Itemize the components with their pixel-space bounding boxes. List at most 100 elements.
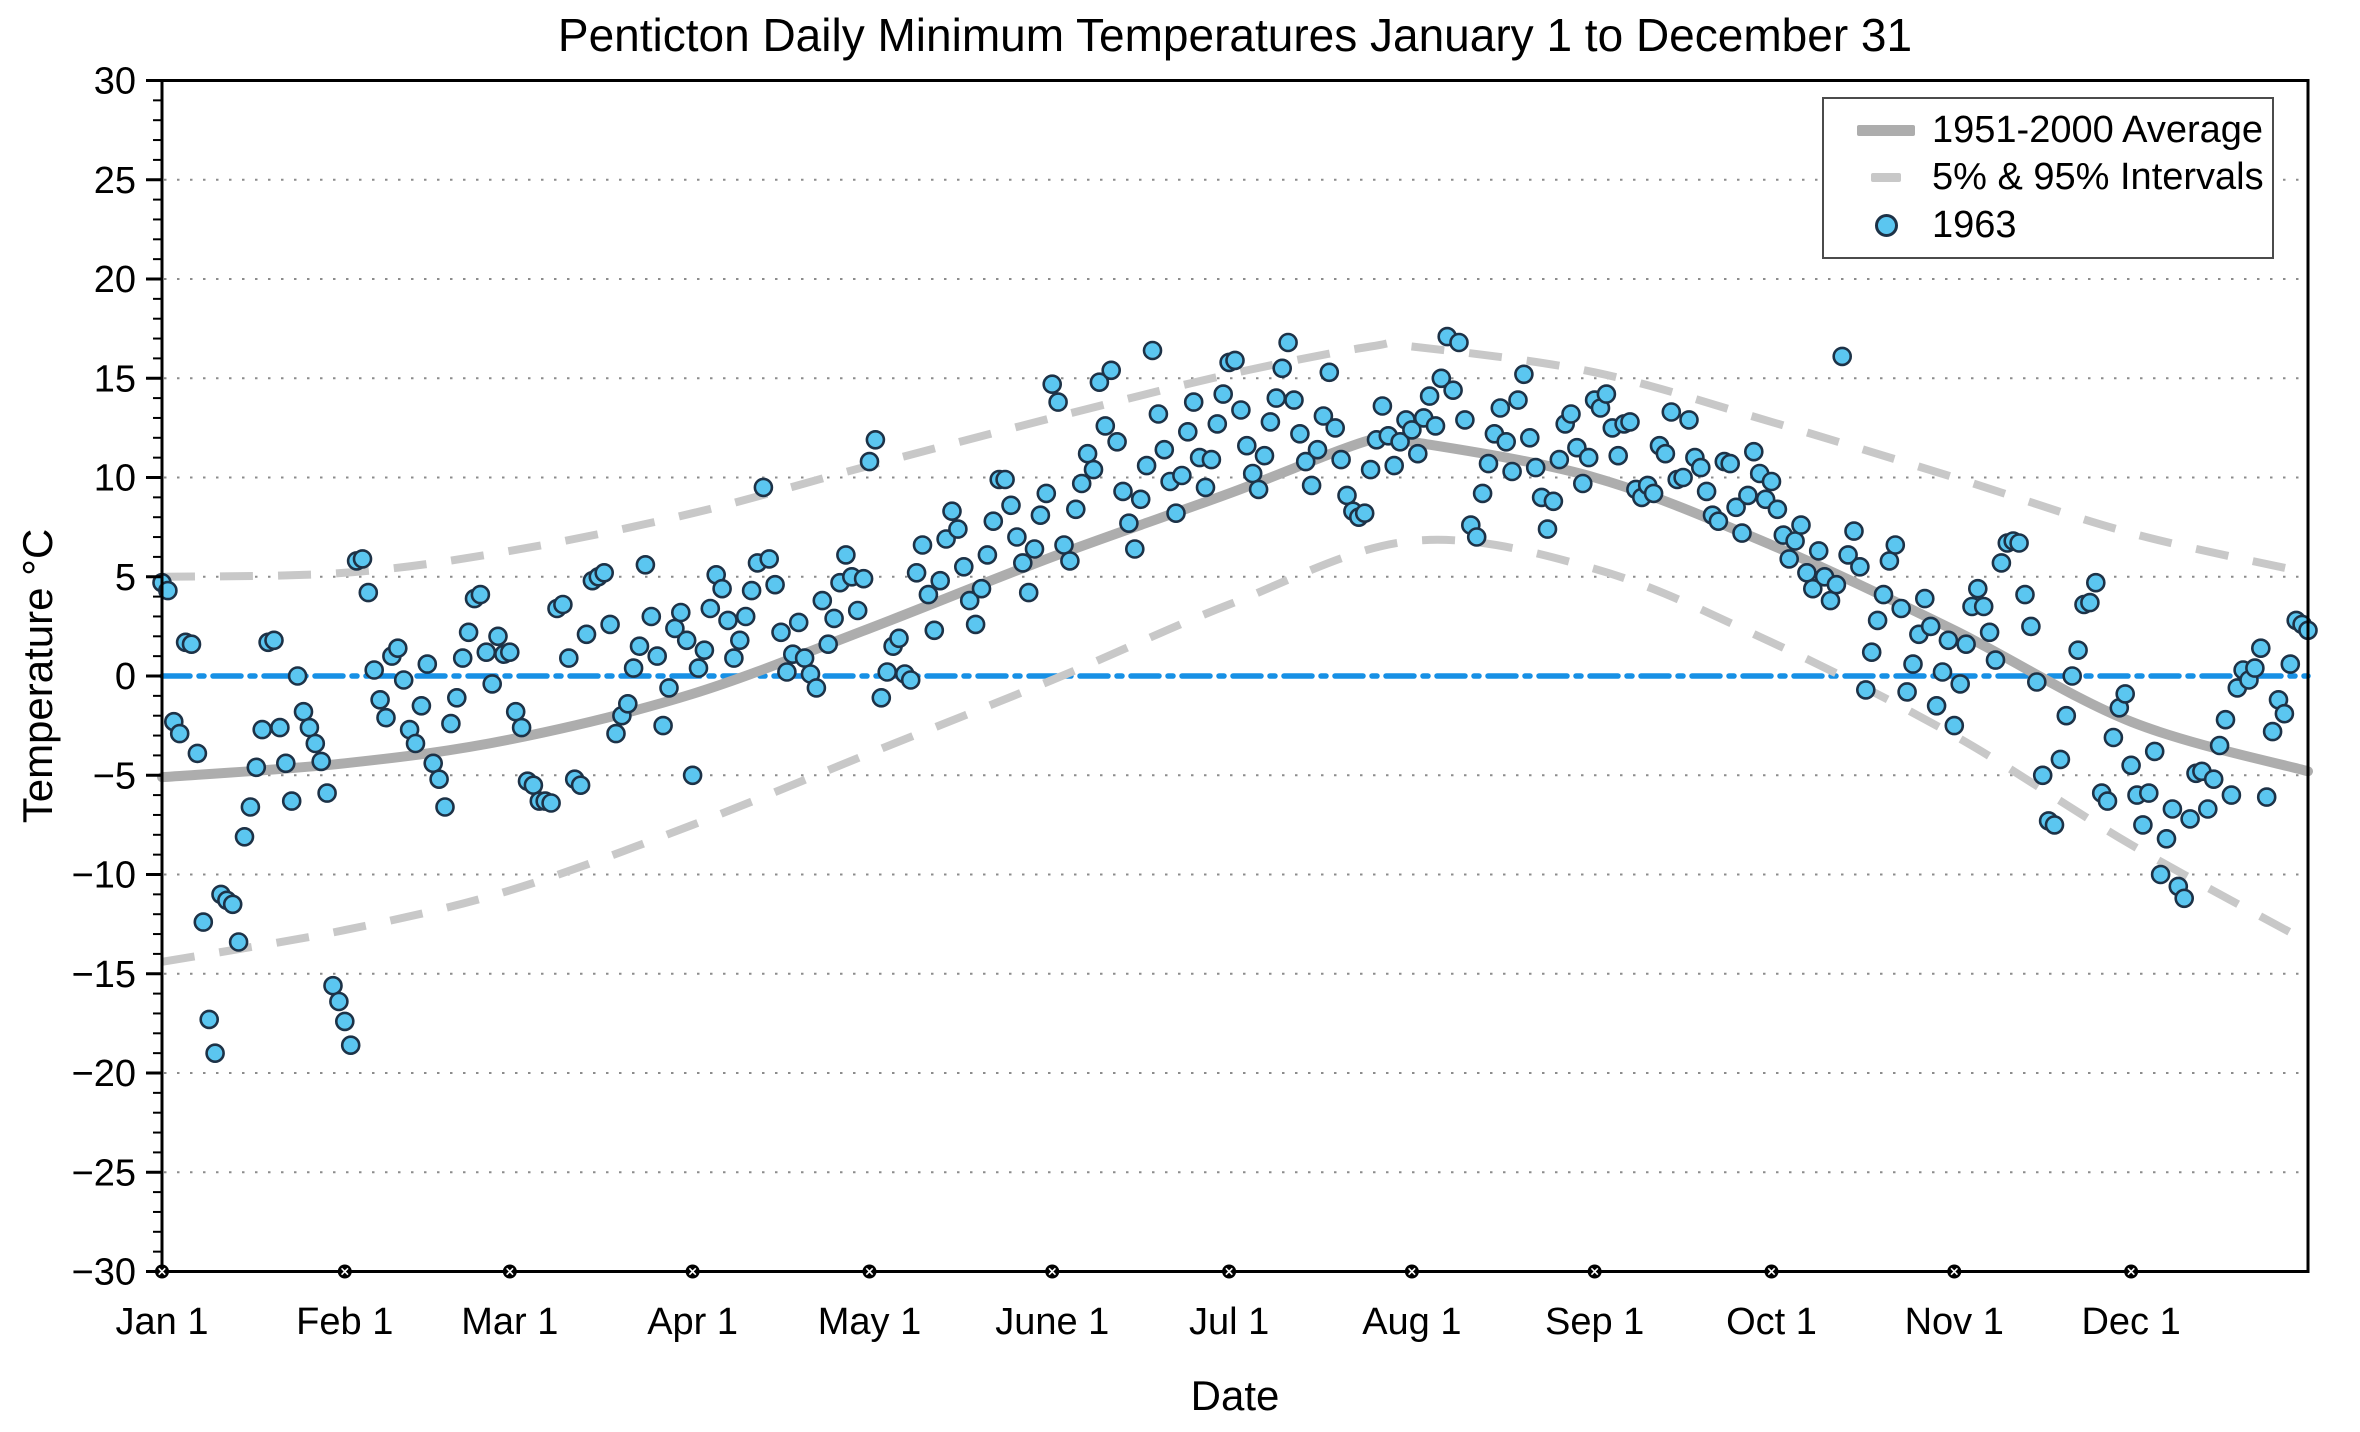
data-point-1963 <box>1867 610 1888 631</box>
legend-label-average: 1951-2000 Average <box>1932 109 2264 152</box>
data-point-1963 <box>187 743 208 764</box>
data-point-1963 <box>1696 481 1717 502</box>
data-point-1963 <box>771 622 791 643</box>
data-point-1963 <box>240 797 261 817</box>
data-point-1963 <box>847 600 868 621</box>
data-point-1963 <box>718 610 738 631</box>
lower-interval-curve <box>161 535 2310 966</box>
data-point-1963 <box>594 562 615 583</box>
data-point-1963 <box>429 769 449 790</box>
data-point-1963 <box>617 693 638 714</box>
data-point-1963 <box>1525 457 1546 478</box>
scatter-series-1963 <box>152 326 2318 1063</box>
data-point-1963 <box>877 662 898 682</box>
data-point-1963 <box>729 630 750 651</box>
data-point-1963 <box>1060 551 1080 571</box>
data-point-1963 <box>1661 402 1682 422</box>
data-point-1963 <box>2262 721 2283 742</box>
data-point-1963 <box>995 469 1015 490</box>
data-point-1963 <box>1142 340 1163 361</box>
data-point-1963 <box>1083 459 1104 480</box>
data-point-1963 <box>1732 523 1752 543</box>
month-dot-mark <box>688 1267 697 1276</box>
data-point-1963 <box>1325 418 1345 438</box>
data-point-1963 <box>1278 332 1298 353</box>
y-tick-label: 20 <box>94 259 136 301</box>
data-point-1963 <box>169 723 190 744</box>
data-point-1963 <box>275 753 296 774</box>
x-tick-label: May 1 <box>818 1301 921 1343</box>
data-point-1963 <box>441 713 461 734</box>
data-point-1963 <box>629 636 650 657</box>
data-point-1963 <box>1968 578 1988 599</box>
data-point-1963 <box>376 707 396 728</box>
data-point-1963 <box>393 670 414 690</box>
x-tick-label: Nov 1 <box>1905 1301 2004 1343</box>
data-point-1963 <box>1307 439 1328 460</box>
data-point-1963 <box>659 678 679 698</box>
data-point-1963 <box>1455 410 1475 430</box>
x-tick-label: Oct 1 <box>1726 1301 1817 1343</box>
data-point-1963 <box>2009 533 2029 553</box>
data-point-1963 <box>1791 515 1811 535</box>
data-point-1963 <box>1991 553 2012 573</box>
data-point-1963 <box>553 594 573 615</box>
data-point-1963 <box>606 723 626 744</box>
data-point-1963 <box>299 717 320 738</box>
data-point-1963 <box>1543 491 1564 512</box>
data-point-1963 <box>482 674 503 694</box>
data-point-1963 <box>1761 471 1782 492</box>
data-point-1963 <box>977 545 998 565</box>
month-dot-mark <box>340 1267 349 1276</box>
data-point-1963 <box>806 678 827 698</box>
data-point-1963 <box>1431 368 1452 389</box>
month-dot-mark <box>1225 1267 1233 1276</box>
data-point-1963 <box>1125 539 1145 559</box>
data-point-1963 <box>1248 479 1269 500</box>
data-point-1963 <box>1301 475 1322 496</box>
data-point-1963 <box>317 783 337 803</box>
data-point-1963 <box>647 646 668 666</box>
data-point-1963 <box>1201 449 1222 470</box>
data-point-1963 <box>1726 497 1746 518</box>
data-point-1963 <box>1089 372 1110 393</box>
data-point-1963 <box>1514 364 1534 385</box>
data-point-1963 <box>2056 705 2077 726</box>
data-point-1963 <box>334 1011 355 1032</box>
data-point-1963 <box>1071 473 1092 494</box>
data-point-1963 <box>2133 815 2153 835</box>
data-point-1963 <box>305 733 326 754</box>
data-point-1963 <box>1372 396 1393 416</box>
data-point-1963 <box>765 574 785 595</box>
data-point-1963 <box>1502 461 1522 482</box>
data-point-1963 <box>541 793 561 813</box>
data-point-1963 <box>794 648 815 668</box>
data-point-1963 <box>458 622 479 643</box>
data-point-1963 <box>1979 622 2000 643</box>
data-point-1963 <box>1950 674 1970 694</box>
month-dot-mark <box>158 1267 166 1276</box>
data-point-1963 <box>358 582 379 603</box>
data-point-1963 <box>576 624 597 645</box>
data-point-1963 <box>1402 420 1422 440</box>
data-point-1963 <box>2139 783 2159 803</box>
month-dot-mark <box>506 1267 514 1276</box>
data-point-1963 <box>1313 406 1334 426</box>
data-point-1963 <box>1820 590 1841 611</box>
data-point-1963 <box>270 717 290 738</box>
data-point-1963 <box>2221 785 2242 805</box>
data-point-1963 <box>859 451 880 472</box>
data-point-1963 <box>2156 828 2177 849</box>
data-point-1963 <box>1266 388 1287 408</box>
data-point-1963 <box>1136 455 1157 476</box>
data-point-1963 <box>1932 662 1953 682</box>
data-point-1963 <box>370 689 390 710</box>
data-point-1963 <box>1290 423 1310 444</box>
data-point-1963 <box>511 717 532 738</box>
data-point-1963 <box>971 578 992 599</box>
data-point-1963 <box>2021 616 2041 637</box>
data-point-1963 <box>1643 483 1664 504</box>
data-point-1963 <box>1926 695 1947 716</box>
data-point-1963 <box>1856 680 1876 700</box>
data-point-1963 <box>1578 447 1599 468</box>
